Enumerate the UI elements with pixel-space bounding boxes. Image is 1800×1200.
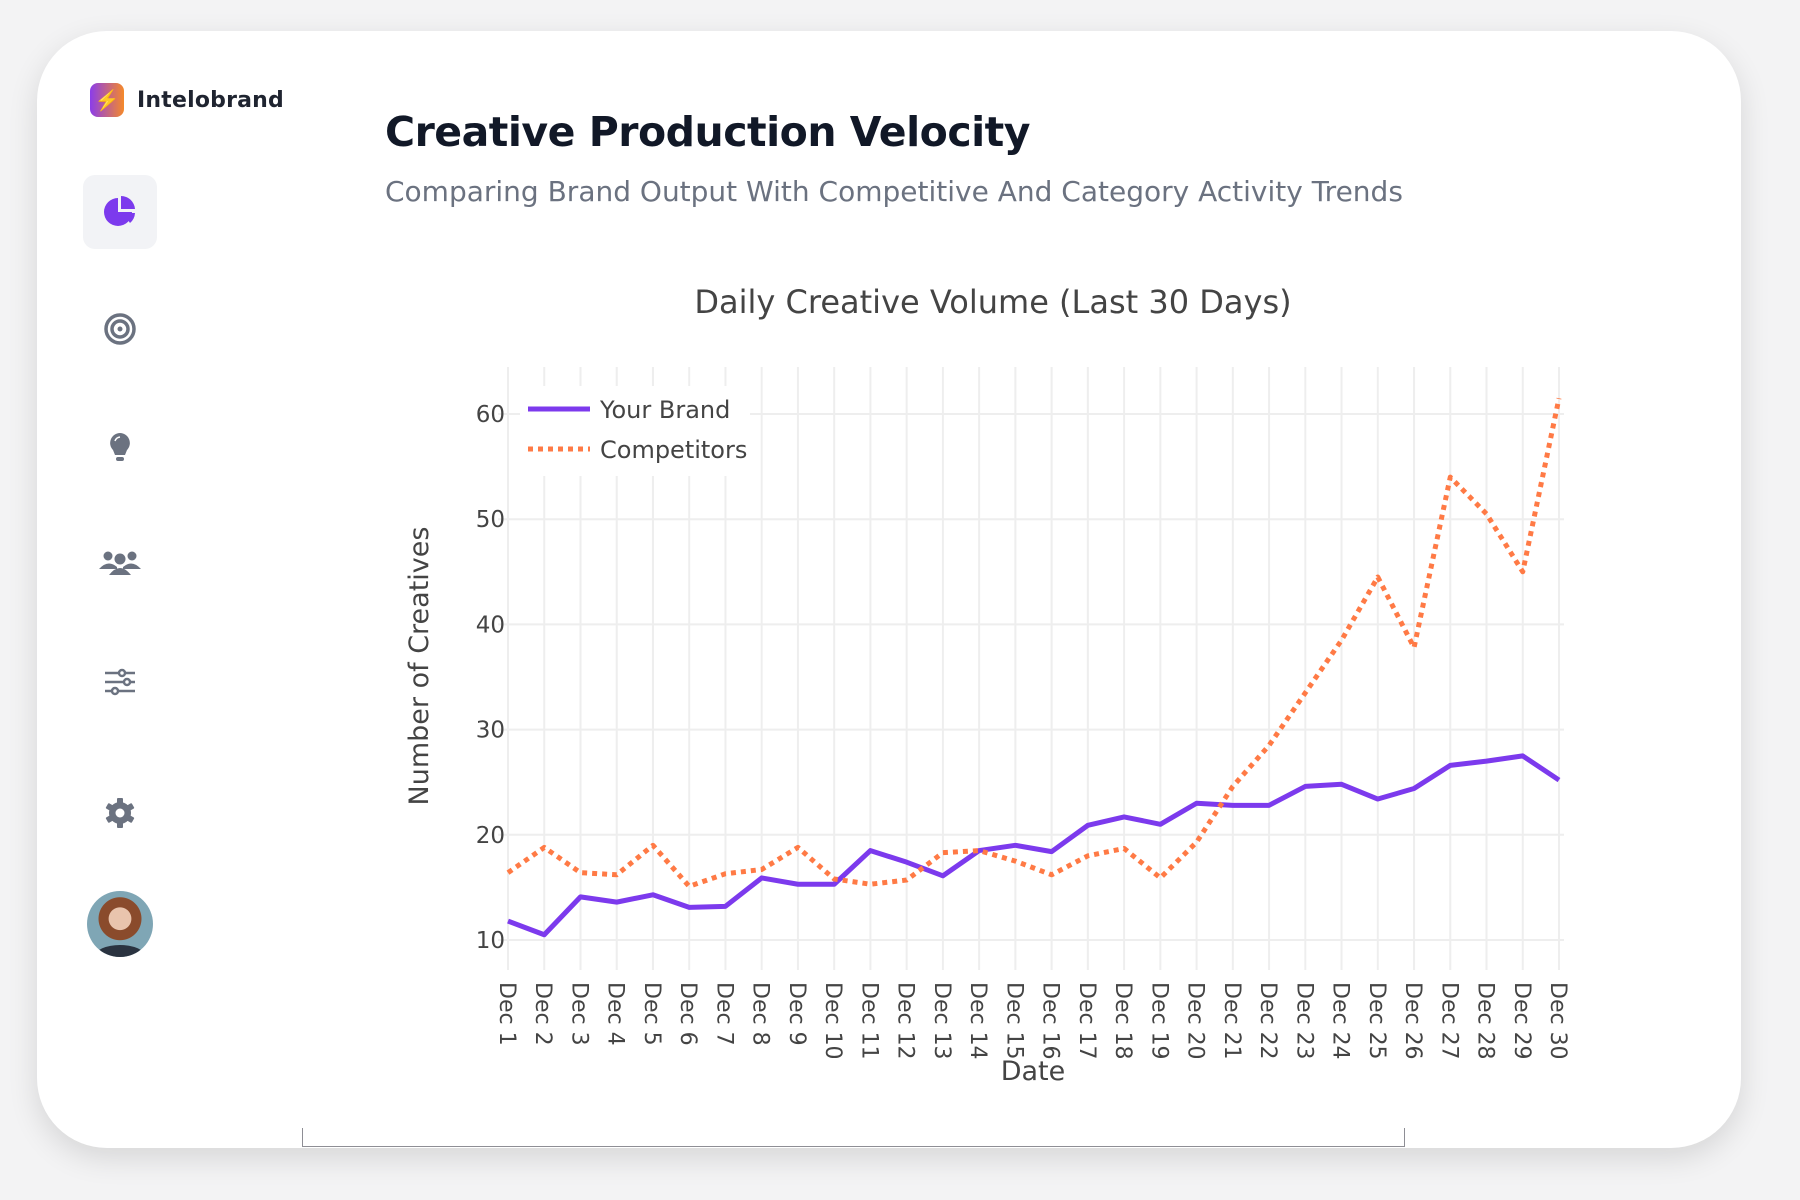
x-tick-label: Dec 7 — [711, 982, 736, 1046]
x-tick-label: Dec 26 — [1400, 982, 1425, 1060]
x-tick-label: Dec 1 — [494, 982, 519, 1046]
x-tick-label: Dec 20 — [1183, 982, 1208, 1060]
x-tick-label: Dec 3 — [566, 982, 591, 1046]
y-tick-label: 20 — [476, 823, 505, 849]
x-tick-label: Dec 18 — [1110, 982, 1135, 1060]
lightning-icon: ⚡ — [90, 83, 124, 117]
sidebar-item-settings[interactable] — [83, 776, 157, 850]
sidebar-item-analytics[interactable] — [83, 175, 157, 249]
legend-background — [520, 386, 750, 476]
sidebar-item-audience[interactable] — [83, 526, 157, 600]
x-axis-label: Date — [1001, 1056, 1066, 1087]
sliders-icon — [105, 668, 135, 696]
x-tick-label: Dec 19 — [1146, 982, 1171, 1060]
series-line-your-brand — [507, 753, 1561, 938]
legend-label-competitors: Competitors — [600, 436, 747, 464]
x-tick-label: Dec 14 — [965, 982, 990, 1060]
y-tick-label: 50 — [476, 507, 505, 533]
y-tick-label: 60 — [476, 402, 505, 428]
x-tick-label: Dec 23 — [1291, 982, 1316, 1060]
x-tick-label: Dec 28 — [1473, 982, 1498, 1060]
chart-title: Daily Creative Volume (Last 30 Days) — [694, 283, 1291, 321]
x-tick-label: Dec 13 — [929, 982, 954, 1060]
user-avatar[interactable] — [87, 891, 153, 957]
x-tick-label: Dec 24 — [1328, 982, 1353, 1060]
x-tick-label: Dec 2 — [530, 982, 555, 1046]
divider — [302, 1146, 1405, 1147]
x-tick-label: Dec 29 — [1509, 982, 1534, 1060]
x-tick-label: Dec 4 — [603, 982, 628, 1046]
divider-tick — [1404, 1128, 1405, 1147]
x-tick-label: Dec 16 — [1038, 982, 1063, 1060]
page-title: Creative Production Velocity — [385, 108, 1031, 156]
x-tick-label: Dec 17 — [1074, 982, 1099, 1060]
x-tick-label: Dec 25 — [1364, 982, 1389, 1060]
y-tick-label: 10 — [476, 928, 505, 954]
dashboard-card — [37, 31, 1741, 1148]
sidebar-item-targets[interactable] — [83, 292, 157, 366]
x-tick-label: Dec 5 — [639, 982, 664, 1046]
series-line-competitors — [506, 397, 1562, 889]
y-axis-label: Number of Creatives — [404, 527, 435, 806]
x-tick-label: Dec 11 — [856, 982, 881, 1060]
x-tick-label: Dec 22 — [1255, 982, 1280, 1060]
y-tick-label: 40 — [476, 612, 505, 638]
brand-name: Intelobrand — [137, 88, 284, 113]
x-tick-label: Dec 8 — [748, 982, 773, 1046]
sidebar-item-ideas[interactable] — [83, 410, 157, 484]
sidebar-item-filters[interactable] — [83, 645, 157, 719]
x-tick-label: Dec 10 — [820, 982, 845, 1060]
x-tick-label: Dec 15 — [1001, 982, 1026, 1060]
legend: Your Brand Competitors — [528, 396, 747, 464]
y-tick-label: 30 — [476, 718, 505, 744]
gear-icon — [105, 798, 135, 828]
x-tick-label: Dec 27 — [1436, 982, 1461, 1060]
legend-label-your-brand: Your Brand — [599, 396, 730, 424]
pie-chart-icon — [104, 195, 135, 226]
x-tick-label: Dec 30 — [1545, 982, 1570, 1060]
target-icon — [104, 313, 136, 345]
lightbulb-icon — [110, 433, 130, 461]
users-icon — [99, 551, 141, 575]
divider-tick — [302, 1128, 303, 1147]
x-tick-label: Dec 9 — [784, 982, 809, 1046]
x-tick-label: Dec 12 — [893, 982, 918, 1060]
page-subtitle: Comparing Brand Output With Competitive … — [385, 175, 1403, 208]
x-tick-label: Dec 6 — [675, 982, 700, 1046]
x-tick-label: Dec 21 — [1219, 982, 1244, 1060]
